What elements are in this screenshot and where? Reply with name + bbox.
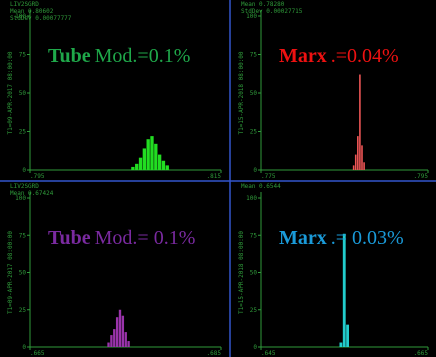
y-tick-label: 75 [250, 232, 258, 239]
y-tick-label: 25 [250, 129, 258, 136]
histogram-bar [363, 162, 365, 170]
histogram-bar [352, 165, 355, 170]
label-name: Tube [48, 45, 91, 67]
x-tick-label: .795 [30, 173, 45, 180]
histogram-bar [138, 157, 143, 170]
histogram-bar [361, 145, 363, 170]
histogram-bar [154, 143, 158, 170]
histogram-bar [107, 342, 110, 347]
label-name: Marx [279, 227, 327, 249]
y-tick-label: 25 [250, 307, 258, 314]
label-text: .=0.04% [331, 45, 399, 67]
stats-text: Mean 0.78280 [241, 1, 285, 8]
histogram-bar [150, 136, 154, 170]
histogram-bar [354, 154, 357, 170]
y-tick-label: 50 [19, 90, 27, 97]
y-tick-label: 50 [250, 90, 258, 97]
stats-text: StdDev 0.00027715 [241, 8, 303, 15]
histogram-bar [110, 335, 113, 347]
label-text: .= 0.03% [331, 227, 404, 249]
timestamp: T1=15-APR-2018 08:00:00 [238, 231, 245, 314]
panel-label: Marx .= 0.03% [279, 227, 404, 249]
histogram-bar [161, 160, 166, 170]
histogram-bar [121, 315, 125, 347]
y-tick-label: 75 [19, 232, 27, 239]
panel-label: Tube Mod.= 0.1% [48, 227, 195, 249]
stats-text: Mean 0.80602 [10, 8, 54, 15]
histogram-bar [157, 154, 162, 170]
stats-text: LIV2SGRD [10, 183, 39, 190]
histogram-bar [115, 317, 119, 347]
histogram-bar [127, 341, 130, 347]
histogram-bar [135, 163, 139, 170]
y-tick-label: 25 [19, 129, 27, 136]
panel-label: Marx .=0.04% [279, 45, 399, 67]
histogram-bar [359, 74, 361, 170]
histogram-bar [165, 165, 169, 170]
label-name: Tube [48, 227, 91, 249]
histogram-bar [357, 136, 359, 170]
histogram-bar [131, 166, 135, 170]
histogram-bar [118, 309, 122, 347]
label-text: Mod.=0.1% [95, 45, 191, 67]
histogram-bar [346, 324, 350, 347]
histogram-bar [146, 139, 150, 170]
histogram-bar [113, 329, 116, 347]
histogram-bar [342, 233, 346, 347]
y-tick-label: 0 [253, 167, 257, 174]
y-tick-label: 0 [22, 167, 26, 174]
y-tick-label: 75 [19, 52, 27, 59]
y-tick-label: 0 [253, 344, 257, 351]
x-tick-label: .775 [261, 173, 276, 180]
y-tick-label: 100 [15, 13, 26, 20]
y-tick-label: 0 [22, 344, 26, 351]
label-text: Mod.= 0.1% [95, 227, 196, 249]
x-tick-label: .815 [207, 173, 222, 180]
x-tick-label: .795 [414, 173, 429, 180]
y-tick-label: 50 [19, 270, 27, 277]
stats-text: Mean 0.67424 [10, 190, 54, 197]
y-tick-label: 100 [246, 195, 257, 202]
x-tick-label: .665 [414, 350, 429, 357]
histogram-bar [124, 332, 127, 347]
histogram-bar [142, 148, 147, 170]
y-tick-label: 100 [246, 13, 257, 20]
label-name: Marx [279, 45, 327, 67]
timestamp: T1=09-APR-2017 08:00:00 [7, 231, 14, 314]
panel-label: Tube Mod.=0.1% [48, 45, 190, 67]
stats-text: LIV2SGRD [10, 1, 39, 8]
x-tick-label: .665 [30, 350, 45, 357]
x-tick-label: .645 [261, 350, 276, 357]
y-tick-label: 50 [250, 270, 258, 277]
histogram-bar [339, 342, 343, 347]
stats-text: StdDev 0.00077777 [10, 15, 72, 22]
timestamp: T1=15-APR-2018 08:00:00 [238, 51, 245, 134]
stats-text: Mean 0.6544 [241, 183, 281, 190]
y-tick-label: 25 [19, 307, 27, 314]
timestamp: T1=09-APR-2017 08:00:00 [7, 51, 14, 134]
y-tick-label: 100 [15, 195, 26, 202]
x-tick-label: .685 [207, 350, 222, 357]
y-tick-label: 75 [250, 52, 258, 59]
